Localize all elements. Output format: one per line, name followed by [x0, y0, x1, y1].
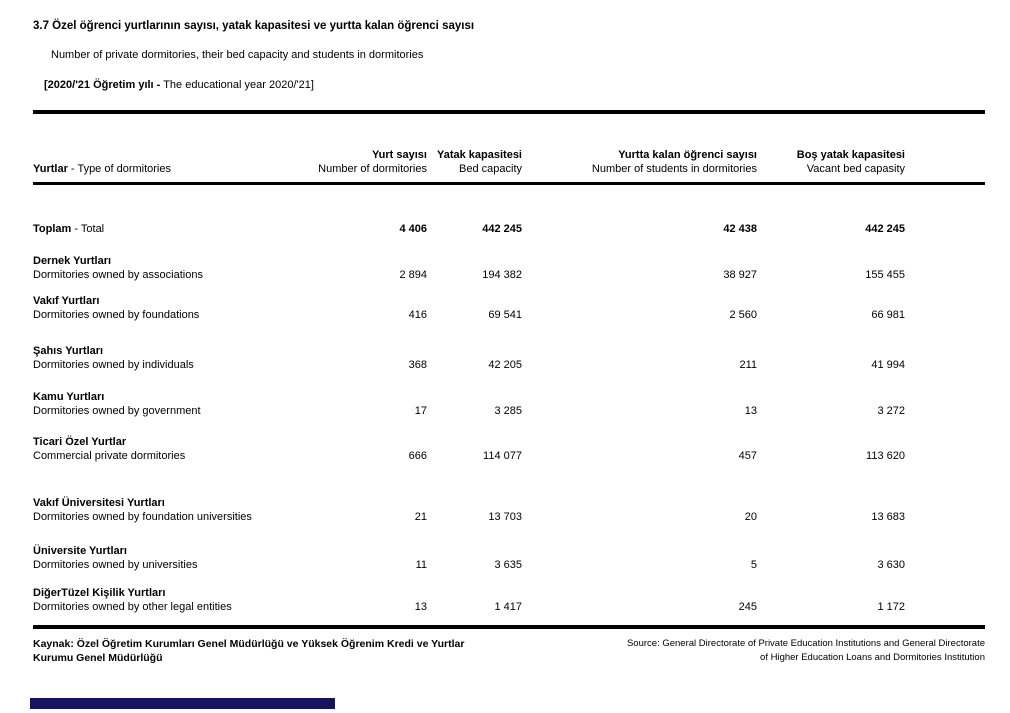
row-label: Üniversite Yurtları Dormitories owned by… — [33, 544, 287, 572]
row-label-en: Dormitories owned by associations — [33, 268, 203, 281]
column-header-type-en: Type of dormitories — [77, 163, 171, 175]
row-label-tr: Vakıf Yurtları — [33, 294, 100, 307]
table-row: DiğerTüzel Kişilik Yurtları Dormitories … — [33, 586, 985, 614]
table-header-row: Yurtlar - Type of dormitories Yurt sayıs… — [33, 148, 985, 176]
column-header-students: Yurtta kalan öğrenci sayısı Number of st… — [591, 149, 757, 175]
total-label-tr: Toplam — [33, 222, 72, 235]
column-header-vacant-beds: Boş yatak kapasitesi Vacant bed capasity — [796, 149, 905, 175]
total-bed-capacity: 442 245 — [482, 222, 522, 235]
table-row-total: Toplam - Total 4 406 442 245 42 438 442 … — [33, 222, 985, 236]
cell-vacant-beds: 113 620 — [866, 449, 905, 462]
row-label-tr: Üniversite Yurtları — [33, 544, 127, 557]
page-subtitle-en: Number of private dormitories, their bed… — [51, 49, 424, 61]
row-label: Vakıf Üniversitesi Yurtları Dormitories … — [33, 496, 287, 524]
page-accent-bar — [30, 698, 335, 709]
row-label-tr: DiğerTüzel Kişilik Yurtları — [33, 586, 166, 599]
cell-bed-capacity: 3 635 — [494, 558, 522, 571]
cell-vacant-beds: 66 981 — [871, 308, 905, 321]
row-label-en: Dormitories owned by universities — [33, 558, 198, 571]
table-header-rule — [33, 182, 985, 185]
row-label-tr: Ticari Özel Yurtlar — [33, 435, 127, 448]
row-label-en: Dormitories owned by individuals — [33, 358, 194, 371]
cell-bed-capacity: 3 285 — [494, 404, 522, 417]
year-label-tr: [2020/'21 Öğretim yılı - — [44, 79, 161, 91]
cell-bed-capacity: 69 541 — [488, 308, 522, 321]
cell-dorm-count: 416 — [408, 308, 427, 321]
table-rows: Dernek Yurtları Dormitories owned by ass… — [33, 254, 985, 614]
total-label-sep: - — [74, 222, 79, 235]
educational-year-line: [2020/'21 Öğretim yılı - The educational… — [44, 78, 985, 92]
row-label: Kamu Yurtları Dormitories owned by gover… — [33, 390, 287, 418]
row-label-tr: Kamu Yurtları — [33, 390, 105, 403]
dormitory-table: Yurtlar - Type of dormitories Yurt sayıs… — [33, 110, 985, 629]
source-text-en: Source: General Directorate of Private E… — [626, 637, 985, 663]
source-footer: Kaynak: Özel Öğretim Kurumları Genel Müd… — [33, 637, 985, 665]
table-row: Kamu Yurtları Dormitories owned by gover… — [33, 390, 985, 418]
cell-bed-capacity: 13 703 — [488, 510, 522, 523]
row-label-tr: Şahıs Yurtları — [33, 344, 104, 357]
column-header-dorm-count: Yurt sayısı Number of dormitories — [318, 149, 427, 175]
row-label-en: Dormitories owned by foundation universi… — [33, 510, 252, 523]
row-label: Vakıf Yurtları Dormitories owned by foun… — [33, 294, 287, 322]
table-top-rule — [33, 110, 985, 114]
column-header-type: Yurtlar - Type of dormitories — [33, 162, 287, 176]
cell-bed-capacity: 114 077 — [483, 449, 522, 462]
cell-students: 5 — [750, 558, 757, 571]
row-label-tr: Vakıf Üniversitesi Yurtları — [33, 496, 165, 509]
cell-vacant-beds: 155 455 — [865, 268, 905, 281]
row-label-en: Dormitories owned by government — [33, 404, 201, 417]
page-title: 3.7 Özel öğrenci yurtlarının sayısı, yat… — [33, 20, 475, 32]
cell-students: 20 — [744, 510, 757, 523]
year-label-en: The educational year 2020/'21] — [163, 79, 314, 91]
column-header-type-tr: Yurtlar — [33, 163, 68, 175]
cell-vacant-beds: 1 172 — [877, 600, 905, 613]
total-vacant-beds: 442 245 — [865, 222, 905, 235]
row-label: DiğerTüzel Kişilik Yurtları Dormitories … — [33, 586, 287, 614]
column-header-bed-capacity: Yatak kapasitesi Bed capacity — [436, 149, 522, 175]
cell-bed-capacity: 1 417 — [494, 600, 522, 613]
row-label: Şahıs Yurtları Dormitories owned by indi… — [33, 344, 287, 372]
row-label-en: Dormitories owned by foundations — [33, 308, 200, 321]
cell-dorm-count: 11 — [415, 558, 427, 571]
table-row: Dernek Yurtları Dormitories owned by ass… — [33, 254, 985, 282]
total-students: 42 438 — [723, 222, 757, 235]
table-row: Ticari Özel Yurtlar Commercial private d… — [33, 435, 985, 463]
row-label-en: Commercial private dormitories — [33, 449, 186, 462]
row-label: Dernek Yurtları Dormitories owned by ass… — [33, 254, 287, 282]
cell-vacant-beds: 13 683 — [871, 510, 905, 523]
total-label: Toplam - Total — [33, 222, 287, 236]
total-label-en: Total — [80, 222, 105, 235]
cell-students: 38 927 — [723, 268, 757, 281]
row-label-tr: Dernek Yurtları — [33, 254, 112, 267]
table-row: Üniversite Yurtları Dormitories owned by… — [33, 544, 985, 572]
row-label-en: Dormitories owned by other legal entitie… — [33, 600, 232, 613]
total-dorm-count: 4 406 — [399, 222, 427, 235]
cell-dorm-count: 13 — [414, 600, 427, 613]
cell-dorm-count: 2 894 — [399, 268, 427, 281]
cell-vacant-beds: 3 630 — [877, 558, 905, 571]
cell-dorm-count: 21 — [414, 510, 427, 523]
cell-students: 13 — [744, 404, 757, 417]
source-text-tr: Kaynak: Özel Öğretim Kurumları Genel Müd… — [33, 637, 465, 664]
row-label: Ticari Özel Yurtlar Commercial private d… — [33, 435, 287, 463]
cell-students: 211 — [739, 358, 757, 371]
table-row: Şahıs Yurtları Dormitories owned by indi… — [33, 344, 985, 372]
cell-bed-capacity: 194 382 — [482, 268, 522, 281]
cell-vacant-beds: 3 272 — [877, 404, 905, 417]
cell-bed-capacity: 42 205 — [488, 358, 522, 371]
cell-dorm-count: 368 — [408, 358, 427, 371]
cell-students: 2 560 — [729, 308, 757, 321]
cell-students: 245 — [738, 600, 757, 613]
table-row: Vakıf Yurtları Dormitories owned by foun… — [33, 294, 985, 322]
table-bottom-rule — [33, 624, 985, 629]
column-header-type-sep: - — [70, 163, 75, 175]
document-page: 3.7 Özel öğrenci yurtlarının sayısı, yat… — [33, 20, 985, 665]
cell-dorm-count: 666 — [408, 449, 427, 462]
cell-students: 457 — [738, 449, 757, 462]
cell-dorm-count: 17 — [414, 404, 427, 417]
cell-vacant-beds: 41 994 — [871, 358, 905, 371]
table-row: Vakıf Üniversitesi Yurtları Dormitories … — [33, 496, 985, 524]
